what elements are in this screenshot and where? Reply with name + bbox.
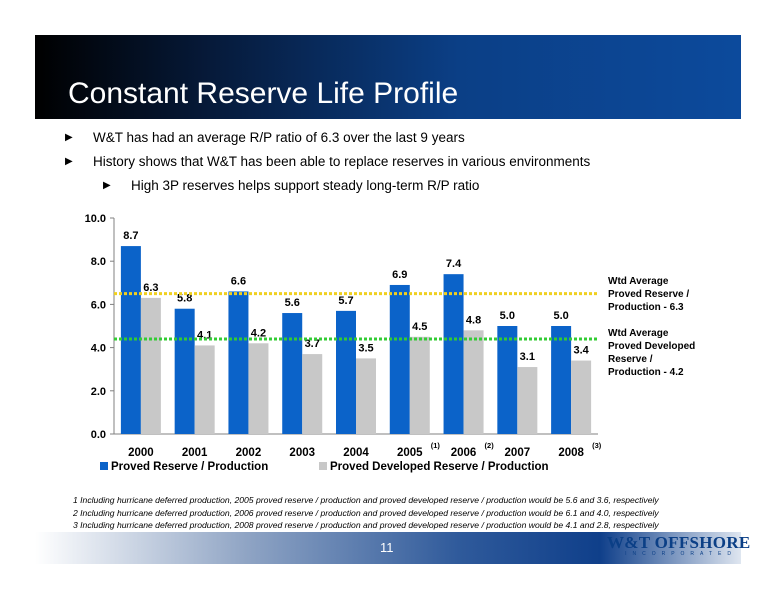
y-tick-label: 0.0 [91,429,106,441]
footnote-3: 3 Including hurricane deferred productio… [73,520,659,530]
data-label-proved: 5.8 [177,293,192,305]
bar-proved-reserve [389,284,410,434]
footnote-1: 1 Including hurricane deferred productio… [73,495,659,505]
page-number: 11 [380,540,394,555]
bar-proved-developed [517,367,538,434]
reference-line-label: Reserve / [608,354,653,365]
logo-subtext: INCORPORATED [625,551,737,557]
footnotes: 1 Including hurricane deferred productio… [73,494,659,532]
x-tick-label: 2001 [182,447,208,459]
y-tick-label: 8.0 [91,256,106,268]
y-tick-label: 4.0 [91,343,106,355]
bar-proved-developed [302,354,323,434]
x-tick-label: 2003 [289,447,315,459]
footer-bar: 11 W&T OFFSHORE INCORPORATED [35,532,751,564]
x-tick-label: 2002 [236,447,262,459]
bar-proved-developed [248,343,269,434]
bar-proved-developed [140,297,161,434]
data-label-developed: 3.4 [573,345,589,357]
bar-proved-reserve [174,308,195,434]
data-label-proved: 5.7 [338,295,353,307]
x-tick-label: 2008 [558,447,584,459]
bullet-item: ▶ W&T has had an average R/P ratio of 6.… [65,126,745,150]
bar-proved-reserve [282,313,303,434]
bar-proved-developed [463,330,484,434]
reference-line-label: Production - 6.3 [608,302,684,313]
sub-bullet-item: ▶ High 3P reserves helps support steady … [103,174,745,198]
reference-line-label: Wtd Average [608,276,669,287]
y-tick-label: 6.0 [91,299,106,311]
bar-proved-developed [409,336,430,434]
bullet-text: History shows that W&T has been able to … [93,154,591,169]
bullet-arrow-icon: ▶ [103,180,111,191]
data-label-proved: 7.4 [446,258,462,270]
slide-title: Constant Reserve Life Profile [68,77,459,110]
bar-proved-reserve [497,326,518,434]
bar-proved-developed [194,345,215,434]
x-tick-label: 2000 [128,447,154,459]
footnote-2: 2 Including hurricane deferred productio… [73,507,659,518]
bar-proved-reserve [551,326,572,434]
bar-proved-reserve [228,291,249,434]
data-label-developed: 3.1 [520,351,535,363]
bullet-item: ▶ History shows that W&T has been able t… [65,150,745,174]
reference-line-label: Wtd Average [608,328,669,339]
x-tick-label: 2005 [397,447,423,459]
title-banner: Constant Reserve Life Profile [35,35,741,119]
reference-line-label: Proved Developed [608,341,695,352]
x-tick-label: 2006 [451,447,477,459]
bar-proved-reserve [443,274,464,434]
y-tick-label: 2.0 [91,386,106,398]
data-label-proved: 8.7 [123,230,138,242]
bar-proved-reserve [336,310,356,434]
x-tick-label: 2007 [505,447,531,459]
bar-proved-developed [571,360,592,434]
reference-line-label: Proved Reserve / [608,289,689,300]
x-tick-superscript: (2) [485,441,495,450]
data-label-developed: 3.7 [305,338,320,350]
data-label-proved: 6.9 [392,269,407,281]
bar-proved-developed [356,358,376,434]
data-label-proved: 5.0 [553,310,568,322]
reference-line-label: Production - 4.2 [608,367,684,378]
data-label-proved: 5.0 [500,310,515,322]
data-label-proved: 6.6 [231,275,246,287]
bullet-text: W&T has had an average R/P ratio of 6.3 … [93,130,465,145]
legend-swatch-proved [100,462,108,470]
bullet-text: High 3P reserves helps support steady lo… [131,178,480,193]
data-label-proved: 5.6 [285,297,300,309]
legend-label-developed: Proved Developed Reserve / Production [330,461,549,473]
y-tick-label: 10.0 [85,213,106,225]
bullet-list: ▶ W&T has had an average R/P ratio of 6.… [65,126,745,198]
logo-text: W&T OFFSHORE [607,533,751,552]
data-label-developed: 4.2 [251,327,266,339]
reserve-life-chart: 0.02.04.06.08.010.08.76.320005.84.120016… [85,213,696,473]
legend-swatch-developed [319,462,327,470]
bullet-arrow-icon: ▶ [65,156,73,167]
x-tick-label: 2004 [343,447,369,459]
bullet-arrow-icon: ▶ [65,132,73,143]
x-tick-superscript: (3) [592,441,602,450]
legend-label-proved: Proved Reserve / Production [111,461,268,473]
x-tick-superscript: (1) [431,441,441,450]
data-label-developed: 4.8 [466,314,481,326]
company-logo: W&T OFFSHORE INCORPORATED [607,533,751,563]
data-label-developed: 3.5 [358,342,373,354]
data-label-developed: 4.5 [412,321,427,333]
data-label-developed: 6.3 [143,282,158,294]
